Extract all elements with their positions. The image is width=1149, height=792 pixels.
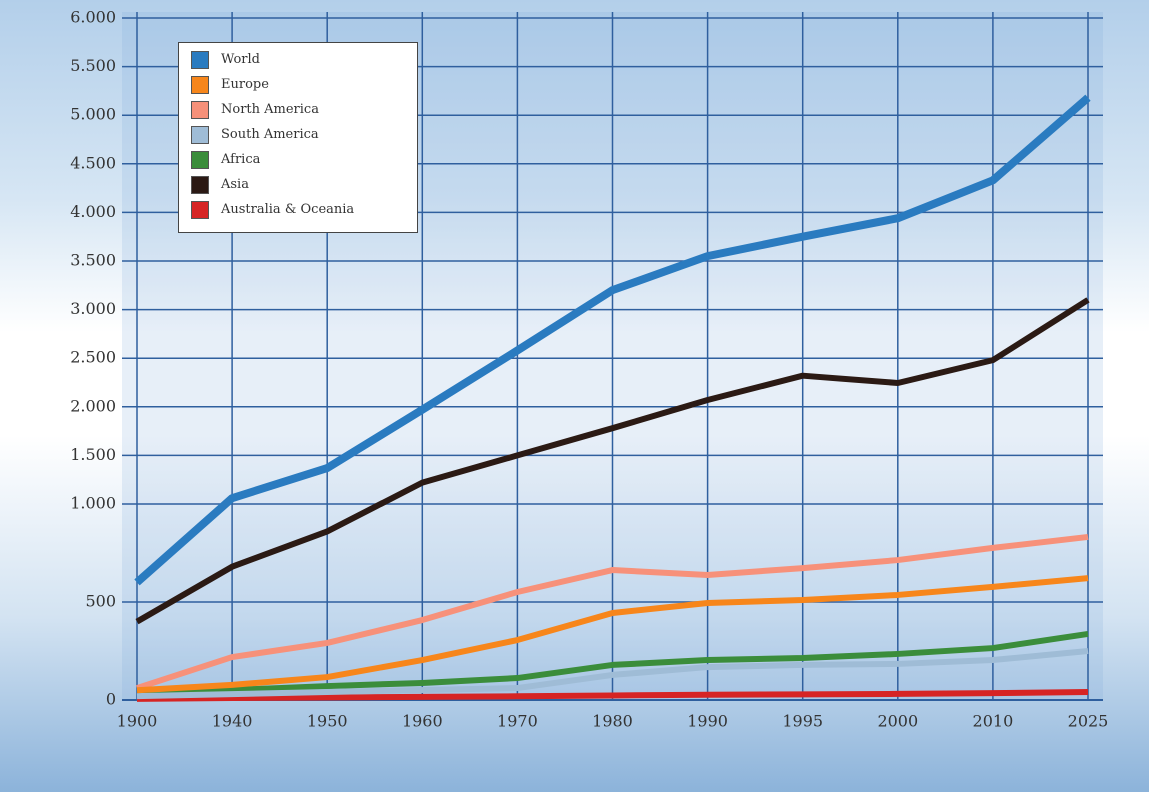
legend-label: Australia & Oceania — [221, 202, 355, 217]
legend-item: World — [191, 51, 407, 69]
legend-swatch — [191, 51, 209, 69]
legend-label: Europe — [221, 77, 269, 92]
series-line — [136, 648, 1089, 700]
y-tick-label: 5.000 — [70, 105, 116, 124]
series-line — [136, 575, 1089, 694]
series-line — [136, 533, 1089, 691]
legend-item: North America — [191, 101, 407, 119]
legend-label: Africa — [221, 152, 261, 167]
series-line — [136, 630, 1089, 696]
y-tick-label: 1.000 — [70, 494, 116, 513]
x-tick-label: 1940 — [212, 712, 253, 731]
x-tick-label: 1990 — [687, 712, 728, 731]
legend-label: North America — [221, 102, 319, 117]
y-tick-label: 3.000 — [70, 299, 116, 318]
x-tick-label: 1970 — [497, 712, 538, 731]
x-tick-label: 1980 — [592, 712, 633, 731]
legend-swatch — [191, 176, 209, 194]
legend-item: Australia & Oceania — [191, 201, 407, 219]
legend-item: Africa — [191, 151, 407, 169]
y-tick-label: 1.500 — [70, 445, 116, 464]
legend-swatch — [191, 201, 209, 219]
series-line — [135, 297, 1090, 625]
y-tick-label: 3.500 — [70, 251, 116, 270]
x-tick-label: 1950 — [307, 712, 348, 731]
legend-item: Europe — [191, 76, 407, 94]
x-tick-label: 2025 — [1068, 712, 1109, 731]
x-tick-label: 1960 — [402, 712, 443, 731]
y-tick-label: 2.000 — [70, 396, 116, 415]
legend-label: Asia — [221, 177, 249, 192]
y-tick-label: 2.500 — [70, 348, 116, 367]
y-tick-label: 4.500 — [70, 153, 116, 172]
legend-item: Asia — [191, 176, 407, 194]
legend-label: World — [221, 52, 260, 67]
x-tick-label: 1995 — [782, 712, 823, 731]
series-line — [136, 688, 1089, 702]
legend-swatch — [191, 101, 209, 119]
y-tick-label: 0 — [106, 690, 116, 709]
legend-item: South America — [191, 126, 407, 144]
y-tick-label: 500 — [85, 592, 116, 611]
series-line — [134, 94, 1091, 586]
legend-swatch — [191, 151, 209, 169]
x-tick-label: 1900 — [117, 712, 158, 731]
y-tick-label: 5.500 — [70, 56, 116, 75]
x-tick-label: 2000 — [877, 712, 918, 731]
legend: World Europe North America South America Afr… — [178, 42, 418, 233]
x-tick-label: 2010 — [973, 712, 1014, 731]
legend-label: South America — [221, 127, 319, 142]
y-tick-label: 4.000 — [70, 202, 116, 221]
legend-swatch — [191, 126, 209, 144]
legend-swatch — [191, 76, 209, 94]
y-tick-label: 6.000 — [70, 8, 116, 27]
